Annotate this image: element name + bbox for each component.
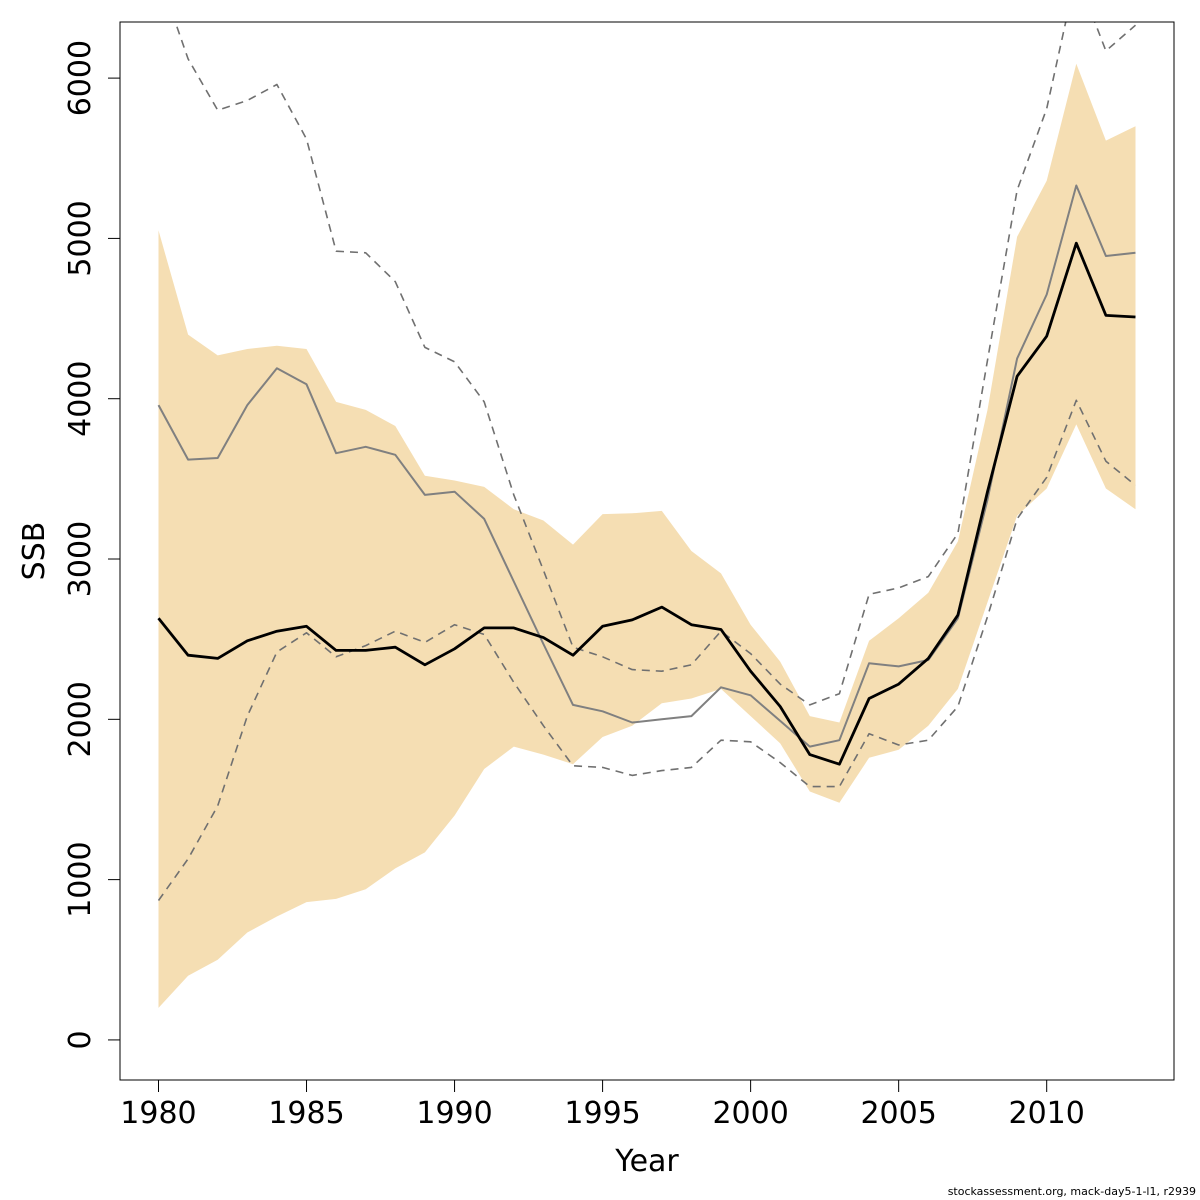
x-tick-label: 2000	[712, 1096, 788, 1131]
x-tick-label: 1990	[416, 1096, 492, 1131]
y-tick-label: 1000	[63, 841, 98, 917]
y-axis-title: SSB	[17, 522, 52, 581]
x-axis: 1980 1985 1990 1995 2000 2005 2010	[120, 1079, 1085, 1131]
y-tick-label: 4000	[63, 361, 98, 437]
y-tick-label: 5000	[63, 200, 98, 276]
y-tick-label: 3000	[63, 521, 98, 597]
y-tick-label: 0	[63, 1030, 98, 1049]
footer-credit: stockassessment.org, mack-day5-1-l1, r29…	[947, 1185, 1196, 1198]
estimate-line	[157, 241, 1136, 766]
y-tick-label: 2000	[63, 681, 98, 757]
alt-upper-bound-line	[174, 22, 1137, 706]
y-tick-label: 6000	[63, 40, 98, 116]
x-tick-label: 2010	[1009, 1096, 1085, 1131]
x-axis-title: Year	[614, 1144, 679, 1179]
x-tick-label: 2005	[860, 1096, 936, 1131]
x-tick-label: 1995	[564, 1096, 640, 1131]
x-tick-label: 1985	[268, 1096, 344, 1131]
plot-area	[157, 22, 1137, 1008]
confidence-band	[158, 63, 1136, 1008]
y-axis: 0 1000 2000 3000 4000 5000 6000	[63, 40, 121, 1049]
alt-lower-bound-line	[157, 399, 1137, 901]
x-tick-label: 1980	[120, 1096, 196, 1131]
